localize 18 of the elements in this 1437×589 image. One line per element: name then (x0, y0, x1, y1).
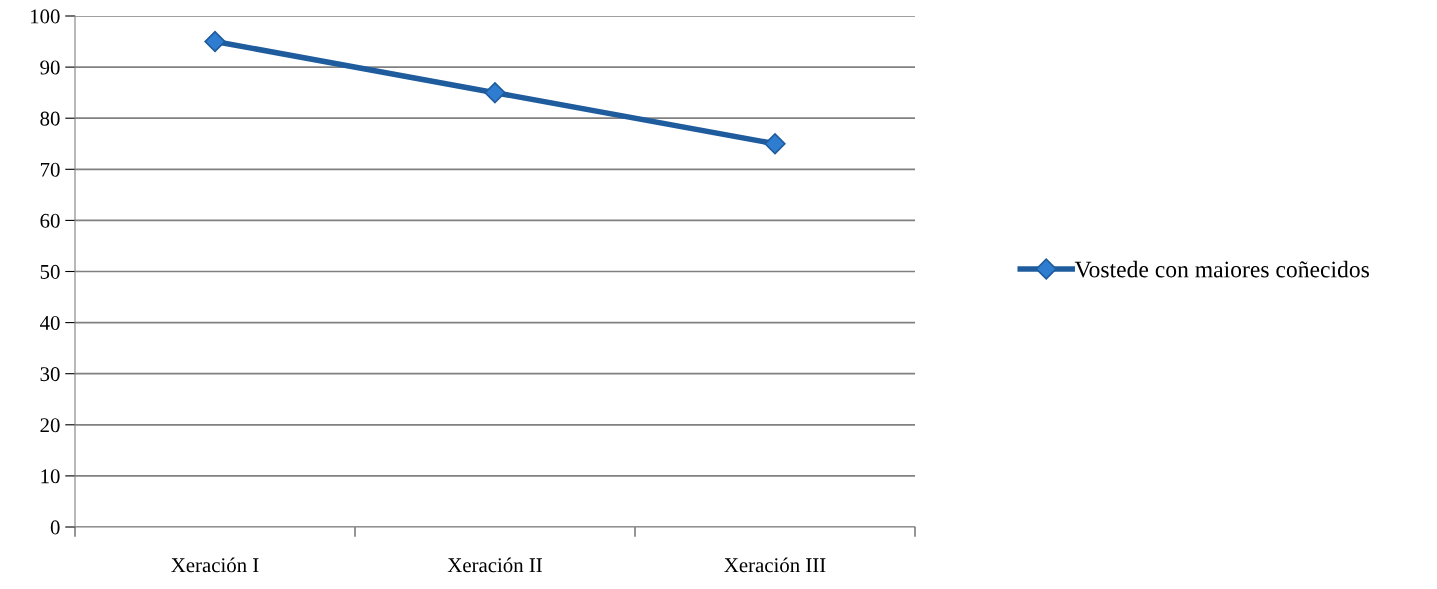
point (204, 30, 226, 53)
x-tick-label: Xeración III (724, 557, 826, 573)
y-tick-label: 10 (41, 469, 60, 484)
y-tick-label: 50 (40, 264, 60, 279)
y-tick-label: 40 (39, 315, 60, 331)
y-tick-label: 90 (40, 60, 60, 75)
point (764, 133, 786, 155)
x-tick-label: Xeración II (447, 557, 542, 573)
legend-label: Vostede con maiores coñecidos (1074, 260, 1369, 278)
y-tick-label: 20 (40, 418, 60, 433)
y-tick-label: 30 (40, 367, 60, 382)
point (484, 81, 506, 104)
y-tick-label: 80 (40, 111, 60, 126)
y-tick-label: 70 (40, 162, 60, 177)
y-tick-label: 100 (31, 9, 60, 24)
y-tick-label: 0 (50, 520, 60, 535)
x-tick-label: Xeración I (171, 557, 259, 573)
y-tick-label: 60 (40, 213, 60, 228)
